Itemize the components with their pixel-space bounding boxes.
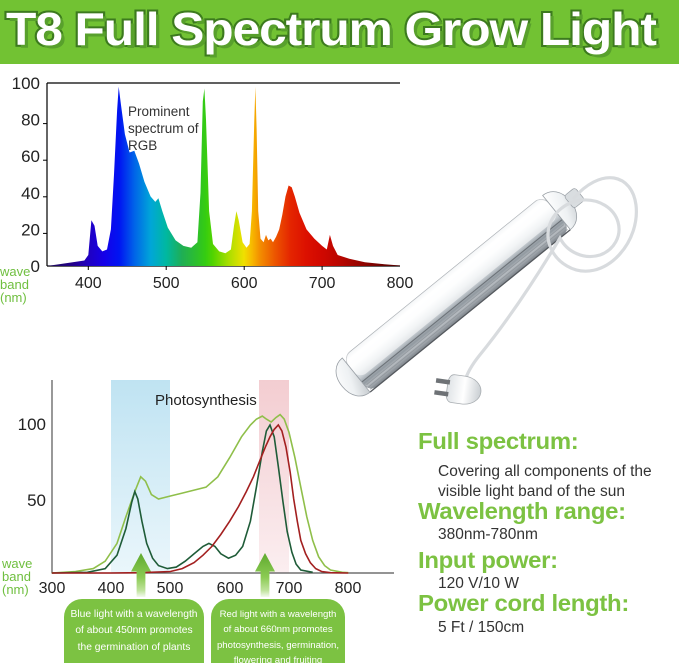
- svg-text:600: 600: [217, 580, 244, 597]
- svg-text:spectrum of: spectrum of: [128, 121, 199, 136]
- svg-text:400: 400: [75, 275, 102, 292]
- svg-text:500: 500: [153, 275, 180, 292]
- svg-text:Photosynthesis: Photosynthesis: [155, 392, 257, 409]
- svg-text:0: 0: [31, 257, 40, 276]
- svg-text:600: 600: [231, 275, 258, 292]
- svg-text:800: 800: [335, 580, 362, 597]
- svg-text:(nm): (nm): [0, 290, 27, 305]
- svg-text:Prominent: Prominent: [128, 104, 190, 119]
- svg-text:100: 100: [12, 74, 40, 93]
- svg-text:100: 100: [18, 415, 46, 434]
- svg-text:500: 500: [157, 580, 184, 597]
- svg-text:400: 400: [98, 580, 125, 597]
- svg-text:(nm): (nm): [2, 582, 29, 597]
- svg-text:20: 20: [21, 220, 40, 239]
- svg-text:80: 80: [21, 111, 40, 130]
- svg-text:40: 40: [21, 184, 40, 203]
- svg-text:60: 60: [21, 147, 40, 166]
- svg-text:300: 300: [39, 580, 66, 597]
- svg-text:50: 50: [27, 491, 46, 510]
- svg-text:RGB: RGB: [128, 138, 157, 153]
- svg-text:700: 700: [276, 580, 303, 597]
